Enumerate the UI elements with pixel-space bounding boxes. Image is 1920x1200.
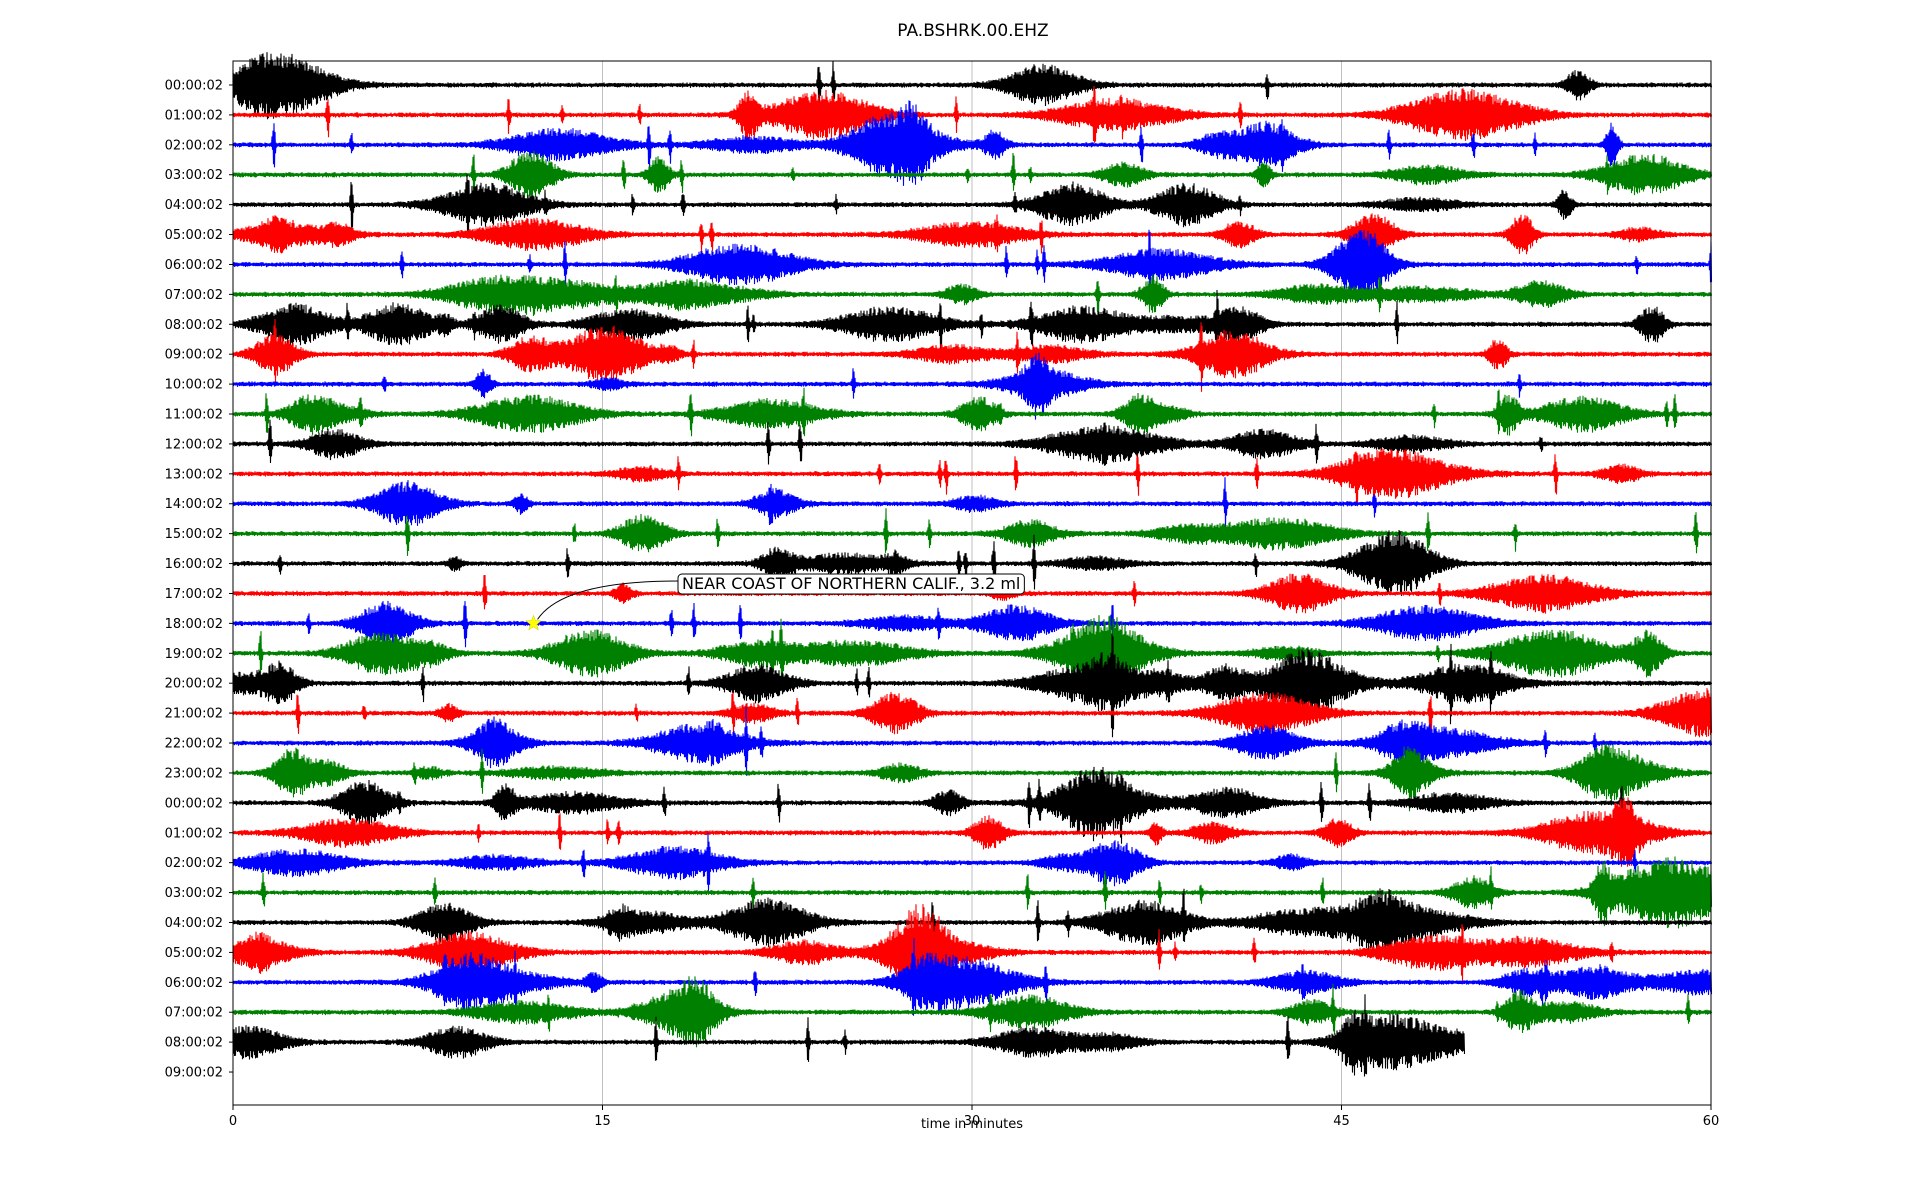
seismogram-trace <box>232 743 1713 812</box>
row-time-label: 22:00:02 <box>165 737 223 752</box>
seismogram-trace <box>232 615 1713 690</box>
row-time-label: 03:00:02 <box>165 886 223 901</box>
row-time-label: 19:00:02 <box>165 647 223 662</box>
plot-frame <box>232 60 1712 1106</box>
seismogram-trace <box>232 994 1466 1077</box>
row-time-label: 21:00:02 <box>165 707 223 722</box>
seismogram-trace <box>232 529 1713 597</box>
seismogram-trace <box>232 387 1713 437</box>
row-time-label: 04:00:02 <box>165 198 223 213</box>
row-time-label: 17:00:02 <box>165 587 223 602</box>
seismogram-trace <box>232 289 1713 352</box>
seismogram-trace <box>232 477 1713 529</box>
row-time-label: 15:00:02 <box>165 527 223 542</box>
x-tick-label: 60 <box>1703 1114 1720 1129</box>
row-time-label: 12:00:02 <box>165 437 223 452</box>
row-time-label: 01:00:02 <box>165 108 223 123</box>
row-time-label: 18:00:02 <box>165 617 223 632</box>
seismogram-trace <box>232 508 1713 556</box>
row-time-label: 01:00:02 <box>165 826 223 841</box>
row-time-label: 13:00:02 <box>165 467 223 482</box>
seismogram-trace <box>232 938 1713 1016</box>
seismogram-traces <box>232 52 1713 1077</box>
seismogram-trace <box>232 904 1713 999</box>
seismogram-trace <box>232 888 1713 956</box>
row-time-label: 06:00:02 <box>165 976 223 991</box>
row-time-label: 16:00:02 <box>165 557 223 572</box>
row-time-label: 05:00:02 <box>165 228 223 243</box>
row-time-labels: 00:00:02 01:00:02 02:00:02 03:00:02 04:00:02… <box>165 79 233 1081</box>
seismogram-trace <box>232 706 1713 776</box>
seismogram-trace <box>232 85 1713 143</box>
annotation-text: NEAR COAST OF NORTHERN CALIF., 3.2 ml <box>682 574 1020 593</box>
row-time-label: 00:00:02 <box>165 79 223 94</box>
row-time-label: 04:00:02 <box>165 916 223 931</box>
seismogram-trace <box>232 832 1713 892</box>
row-time-label: 11:00:02 <box>165 408 223 423</box>
seismogram-trace <box>232 633 1713 738</box>
x-tick-label: 30 <box>964 1114 981 1129</box>
x-tick-label: 15 <box>594 1114 611 1129</box>
annotation-connector <box>537 580 679 620</box>
seismogram-trace <box>232 174 1713 237</box>
chart-title: PA.BSHRK.00.EHZ <box>897 21 1048 41</box>
seismogram-trace <box>232 688 1713 739</box>
seismogram-trace <box>232 318 1713 392</box>
row-time-label: 05:00:02 <box>165 946 223 961</box>
seismogram-trace <box>232 448 1713 507</box>
seismogram-trace <box>232 766 1713 844</box>
row-time-label: 14:00:02 <box>165 497 223 512</box>
seismogram-trace <box>232 976 1713 1048</box>
seismogram-trace <box>232 856 1713 929</box>
x-tick-label: 45 <box>1333 1114 1350 1129</box>
seismogram-trace <box>232 797 1713 867</box>
seismogram-trace <box>232 419 1713 466</box>
row-time-label: 07:00:02 <box>165 1006 223 1021</box>
seismogram-trace <box>232 600 1713 648</box>
seismogram-trace <box>232 52 1713 120</box>
event-annotation: NEAR COAST OF NORTHERN CALIF., 3.2 ml <box>525 573 1025 631</box>
row-time-label: 02:00:02 <box>165 856 223 871</box>
seismogram-trace <box>232 150 1713 200</box>
row-time-label: 09:00:02 <box>165 348 223 363</box>
seismogram-trace <box>232 274 1713 318</box>
row-time-label: 20:00:02 <box>165 677 223 692</box>
row-time-label: 23:00:02 <box>165 766 223 781</box>
row-time-label: 09:00:02 <box>165 1066 223 1081</box>
seismogram-trace <box>232 229 1713 302</box>
row-time-label: 10:00:02 <box>165 378 223 393</box>
row-time-label: 08:00:02 <box>165 1036 223 1051</box>
row-time-label: 06:00:02 <box>165 258 223 273</box>
x-axis-ticks: 0 15 30 45 60 <box>229 1105 1719 1129</box>
row-time-label: 07:00:02 <box>165 288 223 303</box>
annotation-box <box>677 573 1025 595</box>
seismogram-trace <box>232 213 1713 256</box>
row-time-label: 02:00:02 <box>165 138 223 153</box>
row-time-label: 03:00:02 <box>165 168 223 183</box>
x-tick-label: 0 <box>229 1114 237 1129</box>
event-star-marker <box>525 614 542 631</box>
row-time-label: 08:00:02 <box>165 318 223 333</box>
seismogram-trace <box>232 100 1713 186</box>
x-axis-title: time in minutes <box>921 1117 1023 1132</box>
seismogram-trace <box>232 352 1713 420</box>
row-time-label: 00:00:02 <box>165 796 223 811</box>
